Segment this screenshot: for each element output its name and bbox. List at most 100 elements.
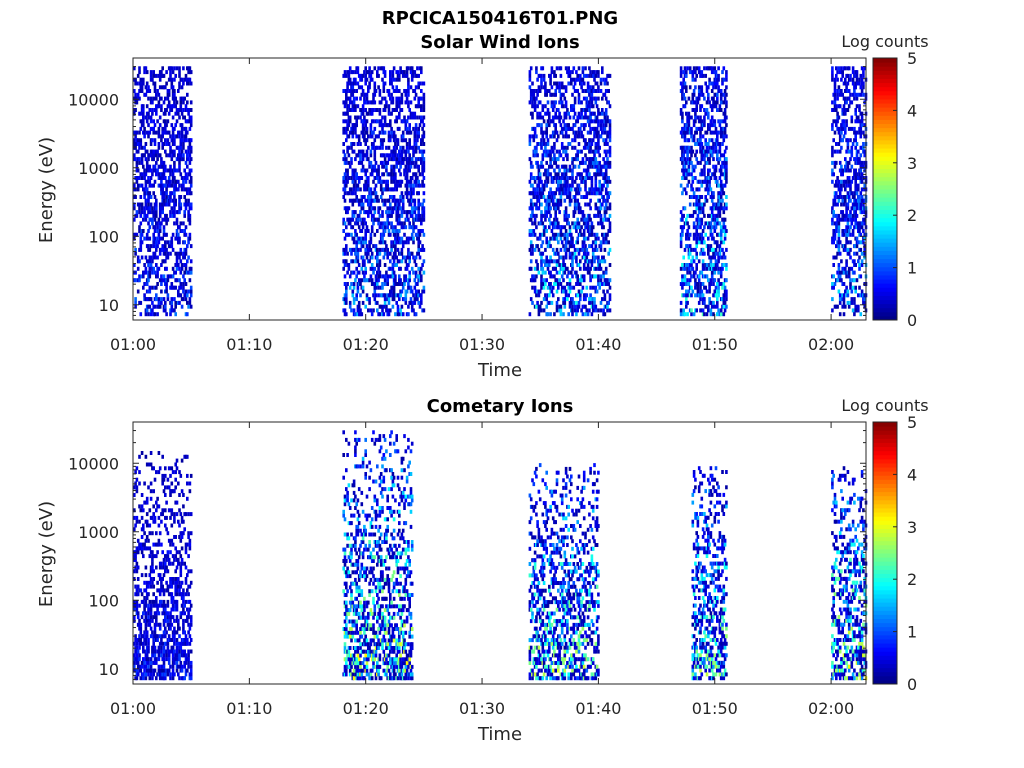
heatmap-cell <box>354 70 357 75</box>
heatmap-cell <box>407 89 410 93</box>
heatmap-cell <box>139 77 143 82</box>
heatmap-cell <box>360 312 364 317</box>
heatmap-cell <box>392 108 396 112</box>
heatmap-cell <box>710 70 714 75</box>
heatmap-cell <box>399 164 402 169</box>
heatmap-cell <box>399 145 402 150</box>
heatmap-cell <box>398 157 401 162</box>
heatmap-cell <box>346 232 349 237</box>
heatmap-cell <box>531 183 534 188</box>
heatmap-cell <box>599 240 603 245</box>
heatmap-cell <box>164 85 167 90</box>
heatmap-cell <box>590 100 594 105</box>
heatmap-cell <box>604 96 608 101</box>
heatmap-cell <box>700 168 704 173</box>
heatmap-cell <box>557 251 560 256</box>
heatmap-cell <box>421 179 424 184</box>
heatmap-cell <box>372 270 375 275</box>
heatmap-cell <box>548 191 551 196</box>
heatmap-cell <box>544 198 547 203</box>
heatmap-cell <box>140 157 144 162</box>
heatmap-cell <box>379 195 383 199</box>
heatmap-cell <box>714 247 718 252</box>
heatmap-cell <box>164 138 167 143</box>
heatmap-cell <box>696 274 700 279</box>
heatmap-cell <box>148 285 152 290</box>
heatmap-cell <box>156 270 159 275</box>
heatmap-cell <box>705 176 709 180</box>
heatmap-cell <box>180 123 184 128</box>
heatmap-cell <box>562 312 565 317</box>
heatmap-cell <box>189 270 193 275</box>
heatmap-cell <box>681 168 684 173</box>
heatmap-cell <box>386 179 389 184</box>
heatmap-cell <box>558 111 561 116</box>
heatmap-cell <box>392 251 396 256</box>
heatmap-cell <box>590 157 594 162</box>
heatmap-cell <box>590 244 594 249</box>
heatmap-cell <box>581 115 585 120</box>
heatmap-cell <box>387 157 391 162</box>
heatmap-cell <box>412 126 415 131</box>
heatmap-cell <box>723 119 727 124</box>
heatmap-cell <box>410 266 414 271</box>
heatmap-cell <box>409 130 413 135</box>
heatmap-cell <box>545 213 548 218</box>
heatmap-cell <box>575 270 578 275</box>
heatmap-cell <box>580 289 583 294</box>
heatmap-cell <box>412 255 415 260</box>
heatmap-cell <box>155 210 158 215</box>
heatmap-cell <box>361 104 365 109</box>
heatmap-cell <box>405 179 409 184</box>
heatmap-cell <box>694 142 697 146</box>
heatmap-cell <box>409 195 413 199</box>
heatmap-cell <box>142 108 145 112</box>
heatmap-cell <box>603 176 607 180</box>
heatmap-cell <box>361 73 365 78</box>
heatmap-cell <box>394 232 397 237</box>
heatmap-cell <box>169 153 172 158</box>
heatmap-cell <box>571 145 574 150</box>
heatmap-cell <box>363 263 366 267</box>
heatmap-cell <box>705 145 709 150</box>
heatmap-cell <box>421 172 424 177</box>
heatmap-cell <box>401 244 405 249</box>
heatmap-cell <box>701 153 705 158</box>
heatmap-cell <box>590 225 594 230</box>
heatmap-cell <box>550 229 554 233</box>
heatmap-cell <box>709 300 713 305</box>
heatmap-cell <box>383 202 387 207</box>
heatmap-cell <box>153 225 157 230</box>
heatmap-cell <box>560 130 564 135</box>
heatmap-cell <box>532 195 536 199</box>
heatmap-cell <box>356 70 360 75</box>
heatmap-cell <box>368 297 371 302</box>
heatmap-cell <box>354 115 357 120</box>
heatmap-cell <box>716 300 719 305</box>
heatmap-cell <box>714 164 718 169</box>
heatmap-cell <box>390 179 393 184</box>
heatmap-cell <box>557 134 560 139</box>
heatmap-cell <box>549 312 552 317</box>
heatmap-cell <box>558 176 561 180</box>
heatmap-cell <box>139 111 143 116</box>
heatmap-cell <box>718 210 722 215</box>
heatmap-cell <box>343 153 347 158</box>
heatmap-cell <box>356 217 360 222</box>
heatmap-cell <box>348 115 352 120</box>
heatmap-cell <box>580 217 583 222</box>
heatmap-cell <box>346 206 349 211</box>
heatmap-cell <box>722 229 726 233</box>
heatmap-cell <box>686 300 689 305</box>
heatmap-cell <box>145 187 149 192</box>
heatmap-cell <box>390 100 393 105</box>
heatmap-cell <box>577 202 581 207</box>
heatmap-cell <box>593 232 596 237</box>
heatmap-cell <box>359 187 362 192</box>
heatmap-cell <box>710 130 714 135</box>
heatmap-cell <box>557 206 560 211</box>
heatmap-cell <box>590 221 594 226</box>
heatmap-cell <box>342 142 345 146</box>
heatmap-cell <box>361 149 365 154</box>
heatmap-cell <box>528 191 532 196</box>
